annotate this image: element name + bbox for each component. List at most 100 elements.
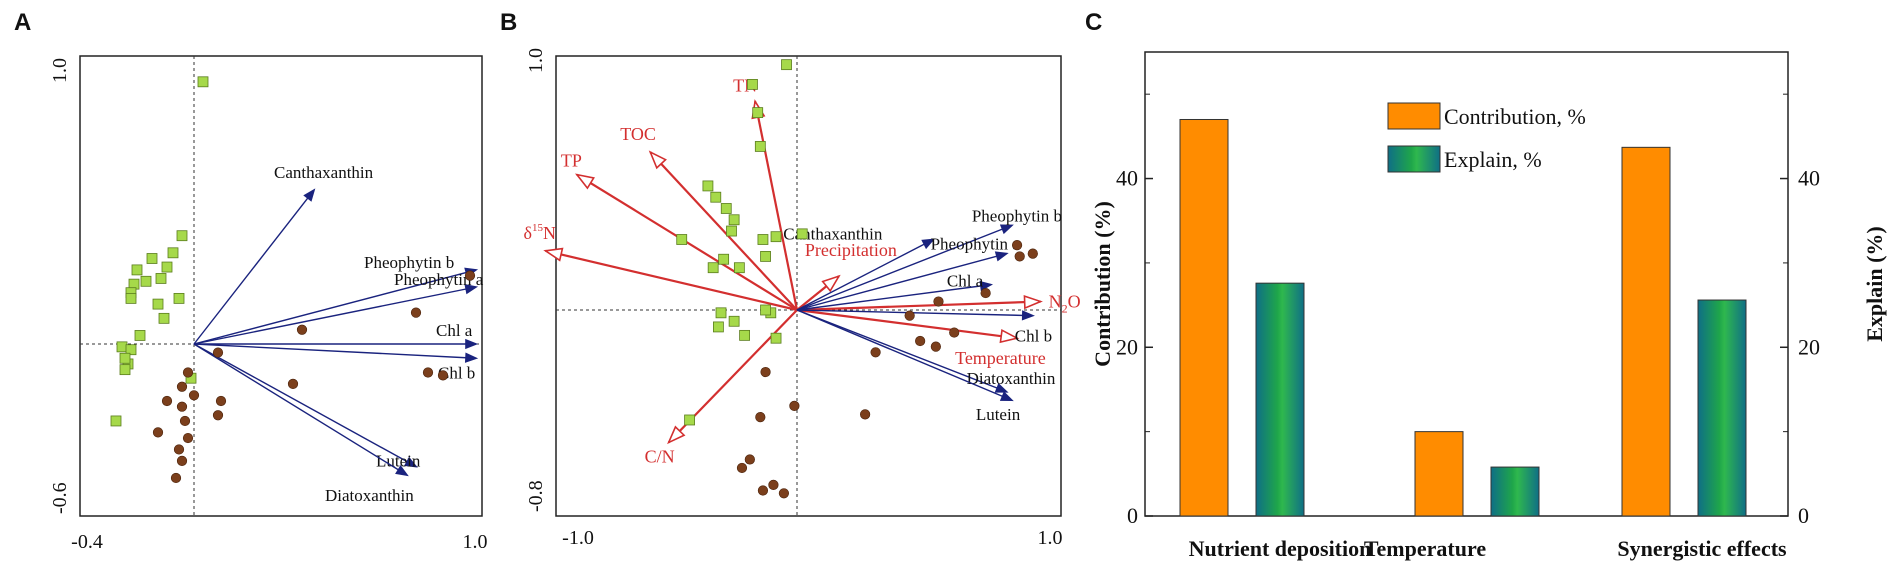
panel-b-biplot: -1.0 1.0 1.0 -0.8 TNTOCTPδ15NPrecipitati… bbox=[523, 48, 1080, 549]
panel-a-ytick-min: -0.6 bbox=[49, 482, 71, 514]
vector-label-a-chl-a: Chl a bbox=[436, 321, 473, 340]
point-circle-a-1 bbox=[410, 307, 422, 318]
ytick-label-left-40: 40 bbox=[1116, 166, 1138, 191]
point-square-a-6 bbox=[140, 275, 152, 287]
vector-head-a-chl-b bbox=[464, 352, 479, 363]
vector-head-b-toc bbox=[648, 150, 667, 170]
legend-swatch-contribution bbox=[1387, 102, 1441, 130]
vector-label-b-lutein: Lutein bbox=[976, 405, 1021, 424]
panel-b-frame bbox=[555, 55, 1062, 517]
vector-b-diatoxanthin bbox=[796, 309, 1007, 393]
ytick-label-right-0: 0 bbox=[1798, 503, 1809, 528]
ytick-label-right-40: 40 bbox=[1798, 166, 1820, 191]
vector-label-a-pheophytin-a: Pheophytin a bbox=[394, 270, 484, 289]
point-square-b-24 bbox=[684, 414, 695, 426]
vector-a-canthaxanthin bbox=[193, 189, 315, 345]
point-circle-a-8 bbox=[176, 381, 188, 392]
point-circle-a-4 bbox=[287, 378, 299, 390]
point-circle-a-6 bbox=[437, 370, 449, 381]
vector-label-a-lutein: Lutein bbox=[376, 452, 421, 471]
vector-b-pheophytin-b bbox=[796, 224, 1013, 311]
vector-head-a-chl-a bbox=[465, 338, 479, 350]
vector-b-temperature bbox=[796, 308, 1018, 340]
vector-b-tn bbox=[754, 101, 799, 311]
point-circle-b-7 bbox=[870, 347, 881, 358]
panel-label-c: C bbox=[1085, 9, 1102, 36]
point-square-a-12 bbox=[173, 292, 185, 304]
vector-head-b-chl-b bbox=[1021, 310, 1035, 321]
panel-b-ytick-min: -0.8 bbox=[525, 480, 547, 512]
point-circle-b-4 bbox=[933, 296, 944, 307]
vector-label-b-chl-a: Chl a bbox=[947, 272, 984, 291]
point-circle-a-13 bbox=[212, 410, 224, 421]
vector-label-b-c-n: C/N bbox=[645, 447, 675, 467]
legend-swatch-explain bbox=[1387, 145, 1441, 173]
vector-head-a-lutein bbox=[404, 456, 418, 468]
vector-label-b-temperature: Temperature bbox=[955, 348, 1046, 368]
vector-label-b-tp: TP bbox=[561, 151, 582, 171]
vector-b-pheophytin-a bbox=[796, 252, 1007, 311]
point-circle-b-5 bbox=[949, 327, 960, 338]
ytick-label-right-20: 20 bbox=[1798, 334, 1820, 359]
point-circle-b-3 bbox=[980, 287, 991, 299]
point-square-b-11 bbox=[770, 231, 782, 243]
vector-b-canthaxanthin bbox=[796, 238, 934, 311]
category-label-temperature: Temperature bbox=[1364, 536, 1486, 561]
point-square-b-1 bbox=[747, 79, 758, 90]
point-square-b-8 bbox=[676, 234, 688, 245]
point-square-b-5 bbox=[710, 191, 722, 203]
vector-head-b-chl-a bbox=[979, 280, 994, 292]
point-square-b-6 bbox=[720, 203, 732, 214]
point-circle-a-9 bbox=[215, 395, 227, 407]
panel-a-xtick-max: 1.0 bbox=[463, 531, 488, 553]
point-circle-b-17 bbox=[768, 479, 779, 490]
point-square-a-11 bbox=[152, 298, 164, 310]
vector-label-a-canthaxanthin: Canthaxanthin bbox=[274, 163, 374, 182]
vector-label-b-pheophytin-b: Pheophytin b bbox=[972, 206, 1062, 225]
point-circle-a-16 bbox=[176, 455, 188, 466]
vector-a-pheophytin-a bbox=[193, 286, 477, 345]
point-square-b-18 bbox=[713, 321, 724, 333]
panel-c-bars bbox=[1179, 118, 1747, 517]
vector-head-b-pheophytin-a bbox=[994, 251, 1009, 262]
vector-a-pheophytin-b bbox=[193, 269, 477, 345]
panel-label-b: B bbox=[500, 9, 517, 36]
panel-a-ytick-max: 1.0 bbox=[49, 58, 71, 83]
vector-head-b-diatoxanthin bbox=[994, 383, 1009, 393]
point-circle-b-2 bbox=[1014, 251, 1025, 262]
point-circle-b-1 bbox=[1011, 240, 1023, 251]
point-square-b-3 bbox=[754, 141, 766, 152]
point-circle-a-12 bbox=[161, 395, 173, 407]
point-circle-b-11 bbox=[789, 400, 800, 411]
panel-c-ticks: 0 0 20 20 40 40 bbox=[1116, 93, 1820, 528]
vector-head-b-tp bbox=[574, 173, 595, 190]
vector-label-b-n2o: N2O bbox=[1049, 292, 1081, 316]
panel-a-biplot: -0.4 1.0 1.0 -0.6 Canthaxanthin Pheophyti… bbox=[49, 55, 488, 553]
panel-c-frame bbox=[1144, 51, 1789, 517]
vector-label-b-toc: TOC bbox=[620, 124, 656, 144]
point-square-a-20 bbox=[119, 352, 131, 364]
point-circle-a-5 bbox=[422, 367, 434, 378]
point-square-a-4 bbox=[155, 273, 167, 284]
vector-b-lutein bbox=[796, 309, 1013, 401]
point-square-a-21 bbox=[110, 415, 122, 427]
vector-label-b-canthaxanthin: Canthaxanthin bbox=[783, 225, 883, 244]
category-label-nutrient-deposition: Nutrient deposition bbox=[1189, 536, 1372, 561]
point-circle-b-15 bbox=[736, 462, 748, 474]
point-circle-b-16 bbox=[757, 485, 769, 496]
point-square-a-13 bbox=[158, 312, 170, 324]
category-label-synergistic-effects: Synergistic effects bbox=[1617, 536, 1787, 561]
point-square-a-15 bbox=[116, 341, 128, 353]
point-circle-b-9 bbox=[915, 335, 926, 347]
vector-head-b-n2o bbox=[1023, 294, 1043, 310]
panel-b-ytick-max: 1.0 bbox=[525, 48, 547, 73]
legend-label-contribution: Contribution, % bbox=[1444, 104, 1586, 129]
vector-label-b-15n: δ15N bbox=[523, 222, 555, 243]
vector-head-a-canthaxanthin bbox=[303, 188, 316, 202]
bar-contribution-nutrient-deposition bbox=[1179, 118, 1229, 517]
vector-label-b-precipitation: Precipitation bbox=[805, 240, 897, 260]
point-square-b-14 bbox=[760, 251, 771, 262]
vector-head-b-pheophytin-b bbox=[999, 224, 1014, 235]
